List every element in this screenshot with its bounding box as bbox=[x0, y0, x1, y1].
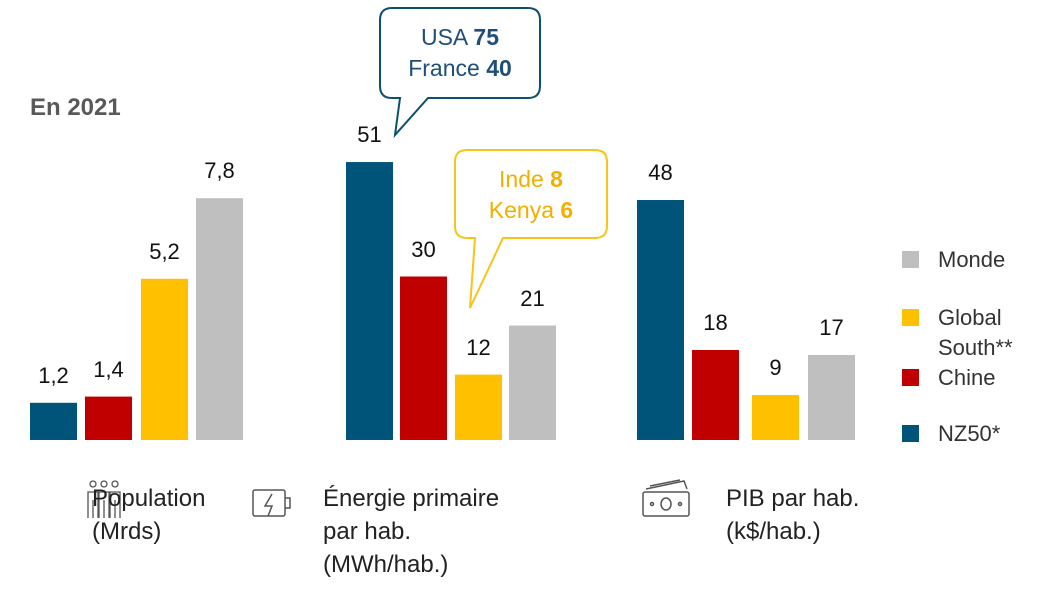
chart-title: PIB par hab. (k$/hab.) bbox=[726, 485, 860, 545]
value-label: 5,2 bbox=[149, 238, 180, 264]
bar bbox=[346, 162, 393, 441]
value-label: 48 bbox=[648, 160, 673, 185]
legend-swatch bbox=[902, 425, 919, 442]
legend-label: Monde bbox=[938, 247, 1006, 272]
subtitle: En 2021 bbox=[30, 94, 121, 121]
money-icon bbox=[642, 479, 690, 517]
bar bbox=[141, 278, 188, 440]
callout-text: USA 75 France 40 bbox=[380, 22, 540, 84]
legend-label: Chine bbox=[938, 365, 996, 390]
callout-label: Kenya bbox=[488, 197, 555, 223]
value-label: 7,8 bbox=[204, 158, 235, 184]
value-label: 1,2 bbox=[38, 362, 69, 388]
legend-swatch bbox=[902, 251, 919, 268]
bar bbox=[455, 374, 502, 440]
value-label: 1,4 bbox=[93, 356, 124, 382]
callout-text: Inde 8 Kenya 6 bbox=[455, 164, 607, 226]
callout-line: USA 75 bbox=[380, 22, 540, 53]
legend-swatch bbox=[902, 369, 919, 386]
value-label: 51 bbox=[357, 122, 382, 148]
callout-label: USA bbox=[420, 24, 468, 50]
callout-value: 75 bbox=[473, 24, 499, 50]
value-label: 17 bbox=[819, 315, 844, 340]
callout-label: France bbox=[408, 55, 480, 81]
chart-title: Énergie primaire par hab. (MWh/hab.) bbox=[323, 485, 500, 578]
callout-value: 6 bbox=[560, 197, 574, 223]
value-label: 18 bbox=[703, 310, 728, 335]
callout-value: 8 bbox=[550, 166, 563, 192]
value-label: 12 bbox=[466, 334, 491, 360]
bar bbox=[808, 355, 855, 440]
bar bbox=[85, 396, 132, 440]
callout bbox=[379, 7, 541, 139]
legend-swatch bbox=[902, 309, 919, 326]
callout-value: 40 bbox=[486, 55, 512, 81]
bar bbox=[692, 350, 739, 440]
energy-icon bbox=[252, 489, 291, 517]
chart-title: Population (Mrds) bbox=[92, 485, 206, 545]
bar bbox=[509, 325, 556, 440]
legend-label: NZ50* bbox=[938, 421, 1001, 446]
callout bbox=[454, 149, 608, 309]
bar bbox=[637, 200, 684, 440]
value-label: 9 bbox=[769, 355, 782, 380]
callout-line: Inde 8 bbox=[455, 164, 607, 195]
value-label: 21 bbox=[520, 285, 545, 311]
population-icon bbox=[87, 480, 121, 518]
callout-label: Inde bbox=[499, 166, 544, 192]
bar bbox=[400, 276, 447, 440]
bar bbox=[30, 402, 77, 440]
legend-label: Global South** bbox=[938, 305, 1013, 360]
bar bbox=[752, 395, 799, 440]
bar bbox=[196, 198, 243, 440]
callout-line: Kenya 6 bbox=[455, 195, 607, 226]
value-label: 30 bbox=[411, 236, 436, 262]
callout-line: France 40 bbox=[380, 53, 540, 84]
